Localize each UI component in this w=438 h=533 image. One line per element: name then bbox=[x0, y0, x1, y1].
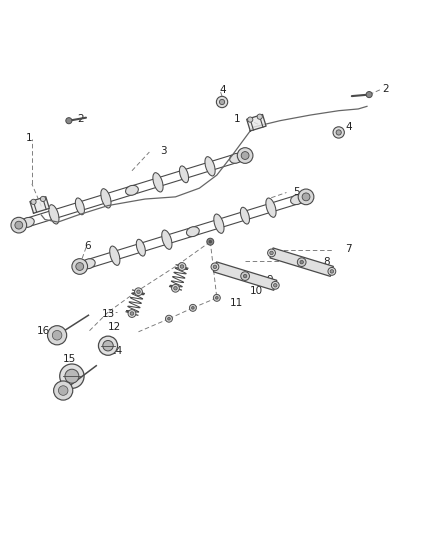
Ellipse shape bbox=[21, 217, 34, 228]
Ellipse shape bbox=[266, 198, 276, 217]
Circle shape bbox=[207, 238, 214, 245]
Circle shape bbox=[237, 148, 253, 163]
Ellipse shape bbox=[290, 195, 304, 205]
Text: 11: 11 bbox=[230, 298, 243, 309]
Circle shape bbox=[257, 114, 262, 119]
Circle shape bbox=[72, 259, 88, 274]
Circle shape bbox=[15, 221, 23, 229]
Text: 7: 7 bbox=[345, 244, 352, 254]
Text: 5: 5 bbox=[293, 187, 300, 197]
Ellipse shape bbox=[136, 239, 145, 256]
Ellipse shape bbox=[82, 259, 95, 269]
Circle shape bbox=[166, 315, 173, 322]
Circle shape bbox=[191, 306, 194, 309]
Circle shape bbox=[328, 268, 336, 275]
Text: 4: 4 bbox=[219, 85, 226, 95]
Text: 1: 1 bbox=[234, 114, 241, 124]
Circle shape bbox=[189, 304, 196, 311]
Circle shape bbox=[366, 92, 372, 98]
Circle shape bbox=[60, 364, 84, 389]
Text: 10: 10 bbox=[250, 286, 263, 296]
Ellipse shape bbox=[214, 214, 224, 233]
Ellipse shape bbox=[75, 198, 85, 215]
Polygon shape bbox=[247, 115, 266, 131]
Circle shape bbox=[209, 240, 212, 243]
Text: 3: 3 bbox=[160, 146, 167, 156]
Circle shape bbox=[297, 258, 306, 266]
Circle shape bbox=[168, 318, 170, 320]
Circle shape bbox=[244, 274, 247, 278]
Circle shape bbox=[134, 288, 142, 296]
Ellipse shape bbox=[180, 166, 188, 183]
Circle shape bbox=[47, 326, 67, 345]
Circle shape bbox=[180, 265, 184, 268]
Circle shape bbox=[103, 341, 113, 351]
Circle shape bbox=[76, 263, 84, 270]
Circle shape bbox=[213, 265, 217, 269]
Circle shape bbox=[137, 290, 140, 294]
Circle shape bbox=[247, 117, 253, 122]
Circle shape bbox=[128, 310, 136, 318]
Circle shape bbox=[174, 287, 177, 290]
Text: 6: 6 bbox=[84, 240, 91, 251]
Text: 2: 2 bbox=[78, 114, 84, 124]
Circle shape bbox=[300, 261, 304, 264]
Ellipse shape bbox=[101, 189, 111, 208]
Circle shape bbox=[333, 127, 344, 138]
Circle shape bbox=[52, 330, 62, 340]
Ellipse shape bbox=[110, 246, 120, 265]
Circle shape bbox=[215, 296, 218, 299]
Ellipse shape bbox=[240, 207, 250, 224]
Text: 8: 8 bbox=[323, 257, 330, 267]
Text: 2: 2 bbox=[382, 84, 389, 94]
Circle shape bbox=[274, 284, 277, 287]
Polygon shape bbox=[270, 248, 333, 277]
Circle shape bbox=[241, 272, 250, 280]
Circle shape bbox=[336, 130, 341, 135]
Text: 9: 9 bbox=[267, 276, 273, 286]
Circle shape bbox=[330, 270, 334, 273]
Circle shape bbox=[31, 199, 36, 205]
Circle shape bbox=[58, 386, 68, 395]
Circle shape bbox=[216, 96, 228, 108]
Circle shape bbox=[178, 263, 186, 270]
Polygon shape bbox=[30, 197, 49, 213]
Circle shape bbox=[65, 369, 79, 383]
Text: 15: 15 bbox=[62, 354, 76, 364]
Circle shape bbox=[172, 284, 180, 292]
Ellipse shape bbox=[230, 154, 243, 163]
Circle shape bbox=[211, 263, 219, 271]
Text: 4: 4 bbox=[345, 122, 352, 132]
Text: 12: 12 bbox=[108, 322, 121, 333]
Circle shape bbox=[99, 336, 117, 356]
Ellipse shape bbox=[49, 205, 59, 224]
Circle shape bbox=[11, 217, 27, 233]
Text: 14: 14 bbox=[110, 346, 124, 357]
Circle shape bbox=[40, 196, 46, 201]
Text: 1: 1 bbox=[25, 133, 32, 143]
Text: 16: 16 bbox=[37, 326, 50, 336]
Polygon shape bbox=[213, 262, 277, 290]
Circle shape bbox=[298, 189, 314, 205]
Circle shape bbox=[241, 151, 249, 159]
Ellipse shape bbox=[162, 230, 172, 249]
Circle shape bbox=[130, 312, 134, 315]
Ellipse shape bbox=[153, 173, 163, 192]
Ellipse shape bbox=[187, 227, 199, 237]
Ellipse shape bbox=[126, 185, 138, 195]
Circle shape bbox=[302, 193, 310, 201]
Circle shape bbox=[268, 249, 276, 257]
Circle shape bbox=[270, 251, 273, 255]
Circle shape bbox=[219, 99, 225, 104]
Circle shape bbox=[53, 381, 73, 400]
Text: 13: 13 bbox=[102, 309, 115, 319]
Circle shape bbox=[213, 294, 220, 301]
Circle shape bbox=[272, 281, 279, 289]
Ellipse shape bbox=[205, 157, 215, 176]
Circle shape bbox=[66, 118, 72, 124]
